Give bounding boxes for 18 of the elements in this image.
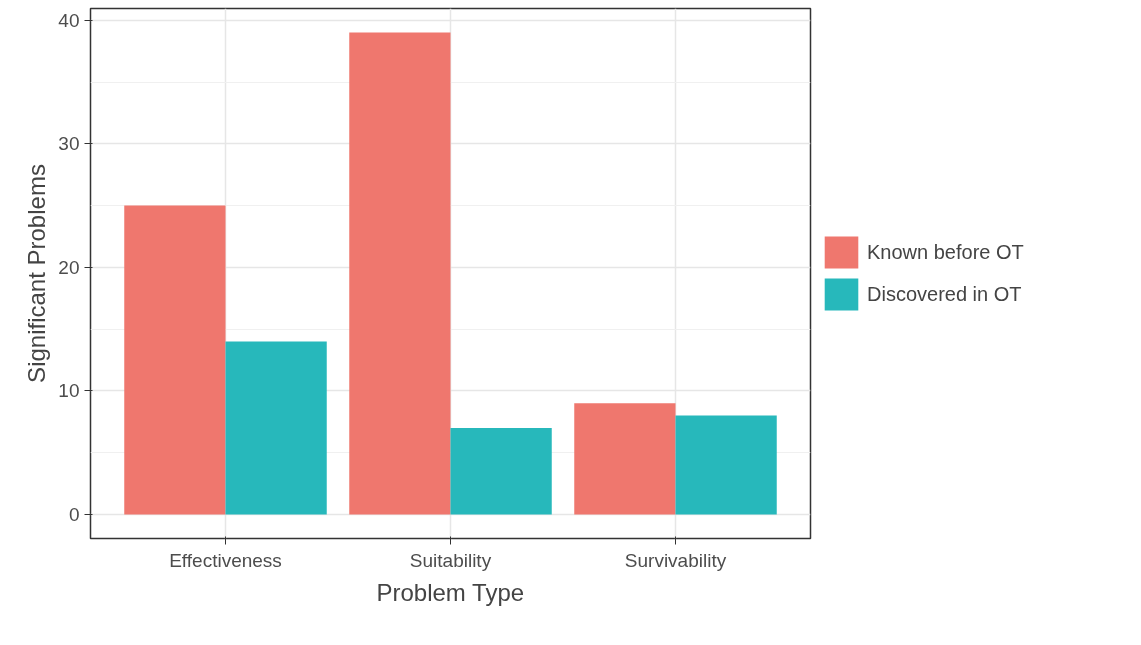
x-tick-label: Effectiveness xyxy=(169,549,282,571)
legend-label: Discovered in OT xyxy=(867,281,1022,307)
bar xyxy=(225,341,327,515)
bar xyxy=(574,403,676,515)
bar xyxy=(450,427,552,515)
bar xyxy=(675,415,777,515)
y-tick-label: 10 xyxy=(58,380,80,402)
y-tick-label: 40 xyxy=(58,9,80,31)
bar xyxy=(349,32,451,515)
x-axis-title: Problem Type xyxy=(376,578,525,606)
y-tick-label: 0 xyxy=(68,503,80,525)
y-axis-title: Significant Problems xyxy=(23,164,51,383)
legend-label: Known before OT xyxy=(867,239,1024,265)
bar xyxy=(124,205,226,515)
y-tick-label: 30 xyxy=(58,133,80,155)
x-tick-label: Survivability xyxy=(624,549,727,571)
x-tick-label: Suitability xyxy=(409,549,492,571)
y-tick-label: 20 xyxy=(58,256,80,278)
